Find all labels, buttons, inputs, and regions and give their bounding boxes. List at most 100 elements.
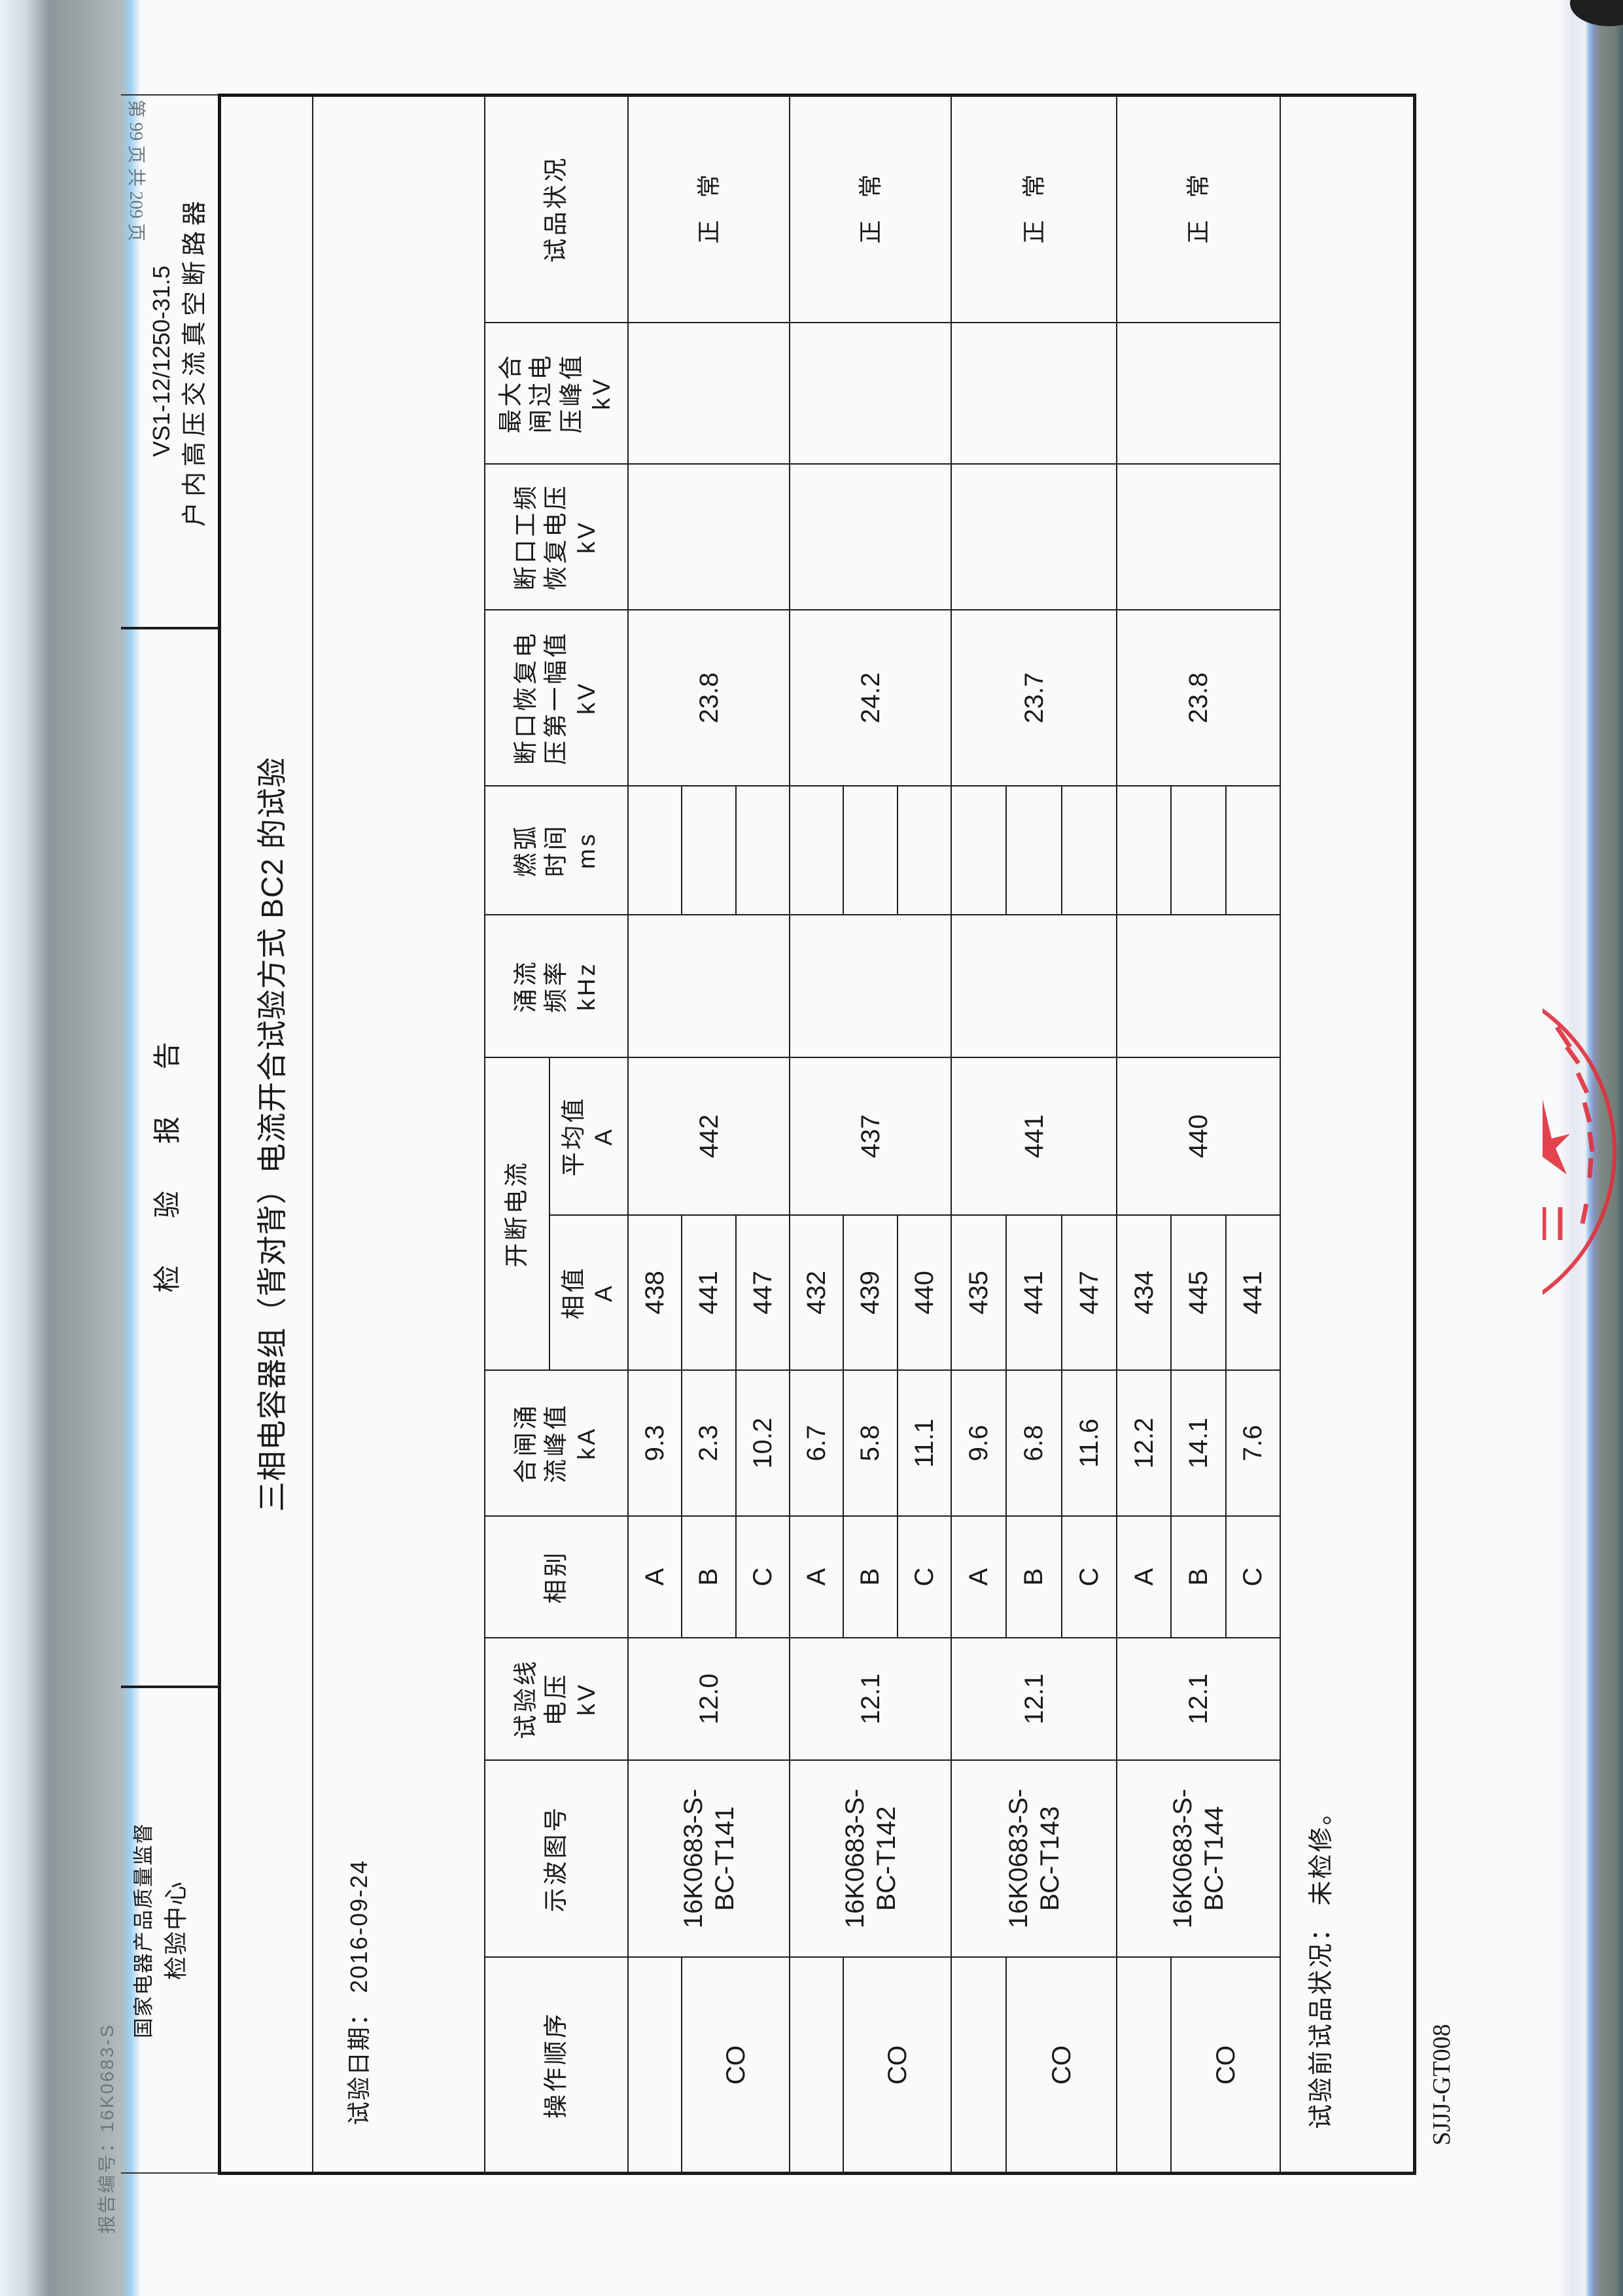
phase: A bbox=[789, 1515, 845, 1638]
inrush-peak: 2.3 bbox=[681, 1369, 737, 1517]
oscillogram-number: 16K0683-S- BC-T141 bbox=[627, 1759, 790, 1958]
stamp-ring bbox=[1543, 1008, 1616, 1296]
empty-cell bbox=[627, 1956, 683, 2174]
phase-current: 441 bbox=[1225, 1214, 1281, 1371]
header-operation-sequence: 操作顺序 bbox=[484, 1956, 629, 2174]
test-title: 三相电容器组（背对背）电流开合试验方式 BC2 的试验 bbox=[255, 756, 289, 1512]
inrush-peak: 12.2 bbox=[1116, 1369, 1172, 1517]
empty-cell bbox=[789, 1956, 845, 2174]
sample-status: 正常 bbox=[1116, 95, 1281, 323]
header-oscillogram-no: 示波图号 bbox=[484, 1759, 629, 1958]
trv-first-peak: 23.8 bbox=[627, 609, 790, 786]
oscillogram-number: 16K0683-S- BC-T142 bbox=[789, 1759, 952, 1958]
arcing-time bbox=[1170, 785, 1227, 915]
arcing-time bbox=[951, 785, 1007, 915]
trv-first-peak: 23.8 bbox=[1116, 609, 1281, 786]
inrush-peak: 11.1 bbox=[896, 1369, 952, 1517]
seal-stamp bbox=[1543, 1008, 1616, 1296]
header-phase-current: 相值 A bbox=[549, 1214, 629, 1371]
operation-sequence: CO bbox=[843, 1956, 952, 2174]
inrush-peak: 11.6 bbox=[1060, 1369, 1117, 1517]
average-current: 437 bbox=[789, 1057, 952, 1216]
header-breaking-current: 开断电流 bbox=[484, 1057, 550, 1371]
max-closing-overvoltage bbox=[789, 322, 952, 465]
test-voltage: 12.1 bbox=[1116, 1637, 1281, 1761]
oscillogram-number: 16K0683-S- BC-T143 bbox=[951, 1759, 1117, 1958]
sample-status: 正常 bbox=[789, 95, 952, 323]
phase: C bbox=[1060, 1515, 1117, 1638]
sample-status: 正常 bbox=[951, 95, 1117, 323]
phase-current: 441 bbox=[1005, 1214, 1062, 1371]
operation-sequence: CO bbox=[1170, 1956, 1281, 2174]
trv-first-peak: 24.2 bbox=[789, 609, 952, 786]
inrush-peak: 10.2 bbox=[735, 1369, 790, 1517]
institution-name: 国家电器产品质量监督 bbox=[132, 1822, 155, 2038]
title-divider bbox=[312, 96, 313, 2173]
stamp-lettering bbox=[1543, 1026, 1595, 1240]
product-name: 户内高压交流真空断路器 bbox=[181, 196, 209, 527]
arcing-time bbox=[1060, 785, 1117, 915]
operation-sequence: CO bbox=[1005, 1956, 1117, 2174]
power-frequency-recovery bbox=[789, 463, 952, 610]
empty-cell bbox=[1116, 1956, 1172, 2174]
header-phase: 相别 bbox=[484, 1515, 629, 1638]
phase-current: 445 bbox=[1170, 1214, 1227, 1371]
operation-sequence: CO bbox=[681, 1956, 790, 2174]
arcing-time bbox=[896, 785, 952, 915]
institution-name-2: 检验中心 bbox=[162, 1881, 189, 1981]
phase: A bbox=[1116, 1515, 1172, 1638]
arcing-time bbox=[843, 785, 898, 915]
max-closing-overvoltage bbox=[951, 322, 1117, 465]
inrush-peak: 9.6 bbox=[951, 1369, 1007, 1517]
power-frequency-recovery bbox=[627, 463, 790, 610]
phase-current: 440 bbox=[896, 1214, 952, 1371]
trv-first-peak: 23.7 bbox=[951, 609, 1117, 786]
phase-current: 435 bbox=[951, 1214, 1007, 1371]
header-inrush-frequency: 涌流 频率 kHz bbox=[484, 914, 629, 1058]
phase-current: 432 bbox=[789, 1214, 845, 1371]
book-spine-shadow bbox=[0, 0, 141, 2296]
arcing-time bbox=[1116, 785, 1172, 915]
arcing-time bbox=[735, 785, 790, 915]
header-test-voltage: 试验线 电压 kV bbox=[484, 1637, 629, 1761]
arcing-time bbox=[627, 785, 683, 915]
max-closing-overvoltage bbox=[627, 322, 790, 465]
pre-test-sample-condition: 试验前试品状况： 未检修。 bbox=[1280, 95, 1415, 2174]
arcing-time bbox=[1225, 785, 1281, 915]
arcing-time bbox=[1005, 785, 1062, 915]
phase: C bbox=[1225, 1515, 1281, 1638]
header-sample-status: 试品状况 bbox=[484, 95, 629, 323]
product-model: VS1-12/1250-31.5 bbox=[148, 265, 175, 457]
test-voltage: 12.1 bbox=[951, 1637, 1117, 1761]
phase-current: 438 bbox=[627, 1214, 683, 1371]
phase-current: 447 bbox=[1060, 1214, 1117, 1371]
arcing-time bbox=[789, 785, 845, 915]
arcing-time bbox=[681, 785, 737, 915]
max-closing-overvoltage bbox=[1116, 322, 1281, 465]
test-voltage: 12.0 bbox=[627, 1637, 790, 1761]
oscillogram-number: 16K0683-S- BC-T144 bbox=[1116, 1759, 1281, 1958]
header-trv-first-peak: 断口恢复电 压第一幅值 kV bbox=[484, 609, 629, 786]
phase: C bbox=[735, 1515, 790, 1638]
inrush-peak: 7.6 bbox=[1225, 1369, 1281, 1517]
header-inrush-peak: 合闸涌 流峰值 kA bbox=[484, 1369, 629, 1517]
average-current: 441 bbox=[951, 1057, 1117, 1216]
header-average-current: 平均值 A bbox=[549, 1057, 629, 1216]
phase: B bbox=[843, 1515, 898, 1638]
test-voltage: 12.1 bbox=[789, 1637, 952, 1761]
inrush-peak: 5.8 bbox=[843, 1369, 898, 1517]
inrush-peak: 14.1 bbox=[1170, 1369, 1227, 1517]
phase: A bbox=[951, 1515, 1007, 1638]
header-power-frequency-recovery: 断口工频 恢复电压 kV bbox=[484, 463, 629, 610]
phase-current: 439 bbox=[843, 1214, 898, 1371]
inrush-peak: 6.8 bbox=[1005, 1369, 1062, 1517]
phase: C bbox=[896, 1515, 952, 1638]
average-current: 440 bbox=[1116, 1057, 1281, 1216]
sample-status: 正常 bbox=[627, 95, 790, 323]
average-current: 442 bbox=[627, 1057, 790, 1216]
inrush-frequency bbox=[627, 914, 790, 1058]
edge-report-number: 报告编号：16K0683-S bbox=[97, 2022, 117, 2234]
test-date: 试验日期： 2016-09-24 bbox=[345, 1859, 372, 2125]
empty-cell bbox=[951, 1956, 1007, 2174]
